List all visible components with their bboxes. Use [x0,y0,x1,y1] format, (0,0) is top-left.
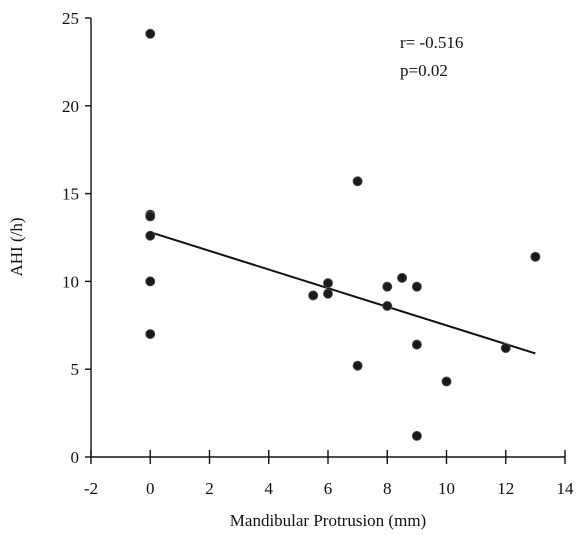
points-layer [145,28,541,441]
x-axis-title: Mandibular Protrusion (mm) [230,511,426,530]
x-tick-label-2: 2 [205,479,214,498]
data-point [145,211,156,222]
data-point [145,230,156,241]
y-tick-label-3: 15 [62,185,79,204]
data-point [145,276,156,287]
x-tick-label-8: 14 [557,479,575,498]
regression-line [149,231,536,355]
y-tick-label-4: 20 [62,97,79,116]
data-point [352,176,363,187]
y-tick-label-2: 10 [62,272,79,291]
data-point [500,343,511,354]
data-point [322,278,333,289]
y-tick-label-0: 0 [71,448,80,467]
data-point [382,300,393,311]
y-axis-title: AHI (/h) [7,217,26,276]
regression-layer [149,231,536,355]
data-point [397,272,408,283]
annotation-p: p=0.02 [400,61,448,80]
x-tick-label-5: 8 [383,479,392,498]
data-point [322,288,333,299]
data-point [530,251,541,262]
data-point [441,376,452,387]
data-point [411,281,422,292]
x-tick-label-6: 10 [438,479,455,498]
annotation-r: r= -0.516 [400,33,463,52]
data-point [145,329,156,340]
x-tick-label-7: 12 [497,479,514,498]
data-point [145,28,156,39]
x-tick-label-1: 0 [146,479,155,498]
y-tick-label-1: 5 [71,360,80,379]
data-point [382,281,393,292]
x-tick-label-4: 6 [324,479,333,498]
data-point [352,360,363,371]
x-tick-label-0: -2 [84,479,98,498]
data-point [411,339,422,350]
data-point [411,430,422,441]
y-tick-label-5: 25 [62,9,79,28]
data-point [308,290,319,301]
x-tick-label-3: 4 [265,479,274,498]
